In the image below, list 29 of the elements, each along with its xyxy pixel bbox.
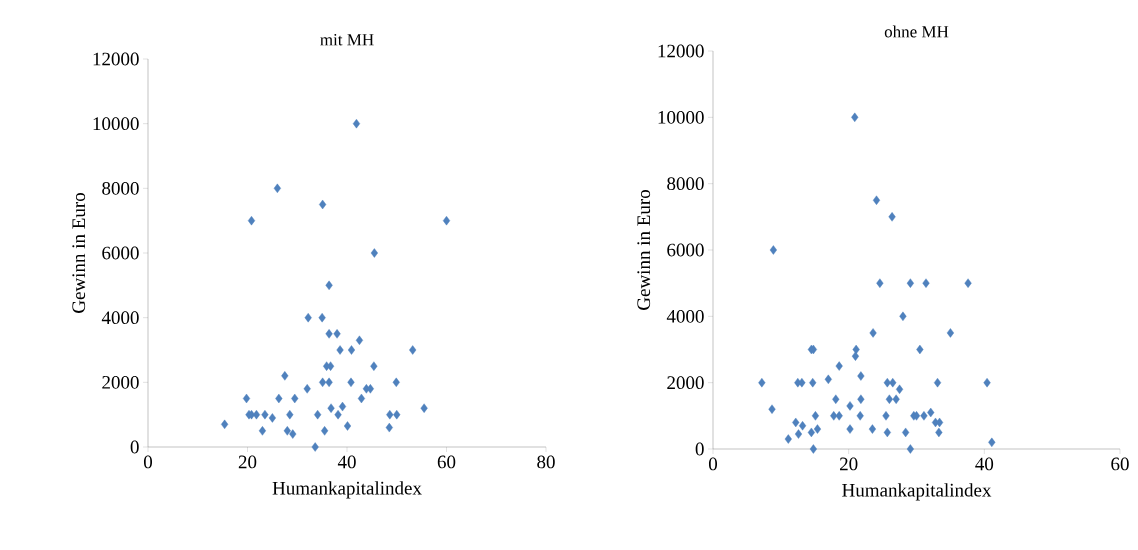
x-tick-label: 20	[238, 455, 257, 469]
x-axis-title: Humankapitalindex	[272, 481, 422, 499]
y-tick-label: 10000	[658, 110, 704, 124]
y-tick-label: 0	[695, 442, 704, 456]
y-tick-label: 8000	[102, 181, 139, 195]
x-tick-label: 0	[708, 457, 718, 471]
x-tick-label: 60	[1111, 457, 1129, 471]
y-tick-label: 6000	[667, 243, 704, 257]
y-tick-label: 12000	[93, 52, 139, 66]
y-tick-label: 6000	[102, 246, 139, 260]
y-tick-label: 8000	[667, 177, 704, 191]
chart-title: mit MH	[320, 34, 374, 46]
y-tick-label: 12000	[658, 44, 704, 58]
x-tick-label: 40	[975, 457, 994, 471]
chart-title: ohne MH	[884, 25, 949, 38]
y-tick-label: 0	[130, 440, 139, 454]
y-tick-label: 4000	[666, 309, 704, 323]
x-tick-label: 80	[537, 455, 555, 469]
y-axis-title: Gewinn in Euro	[637, 190, 651, 310]
y-axis-title: Gewinn in Euro	[72, 193, 86, 313]
x-tick-label: 20	[840, 457, 858, 471]
x-tick-label: 60	[437, 455, 456, 469]
y-tick-label: 2000	[667, 376, 704, 390]
x-tick-label: 0	[143, 455, 153, 469]
y-tick-label: 4000	[101, 311, 139, 325]
y-tick-label: 2000	[102, 375, 139, 389]
x-tick-label: 40	[337, 455, 356, 469]
x-axis-title: Humankapitalindex	[842, 483, 992, 501]
y-tick-label: 10000	[93, 117, 139, 131]
